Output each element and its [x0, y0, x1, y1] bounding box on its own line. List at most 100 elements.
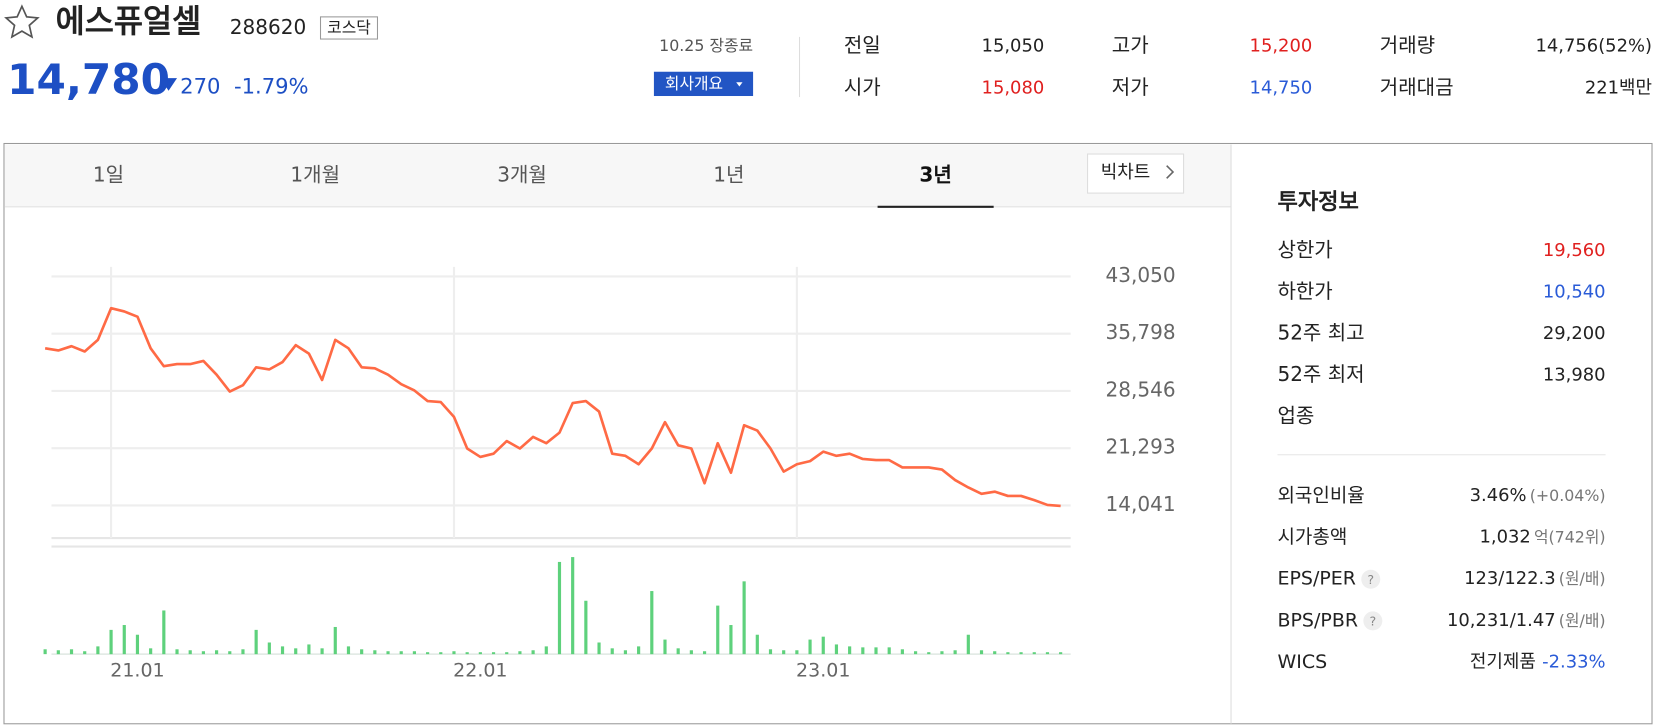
volume-bar: [43, 649, 47, 655]
down-arrow: [160, 78, 178, 91]
invest-value: 1,032 억(742위): [1479, 527, 1605, 548]
volume-bar: [228, 651, 232, 655]
volume-bar: [808, 639, 812, 655]
quote-label: 거래대금: [1380, 75, 1454, 99]
help-mark: ?: [1367, 572, 1374, 587]
quote-label: 고가: [1112, 33, 1149, 57]
volume-bar: [966, 634, 970, 655]
y-tick-label: 21,293: [1105, 435, 1175, 459]
value: 1,032: [1479, 527, 1530, 548]
invest-label: 상한가: [1277, 238, 1332, 262]
quote-label: 거래량: [1380, 33, 1435, 57]
value: 전기제품: [1470, 652, 1536, 673]
volume-bar: [439, 652, 443, 655]
volume-bar: [874, 647, 878, 655]
company-button-bg[interactable]: [653, 71, 754, 97]
quote-value: 15,050: [982, 35, 1045, 56]
tab[interactable]: 1년: [713, 163, 744, 187]
x-tick-label: 22.01: [453, 660, 507, 682]
tab[interactable]: 1일: [93, 163, 124, 187]
volume-bar: [373, 650, 377, 655]
volume-bar: [623, 650, 628, 655]
volume-bar: [597, 642, 601, 655]
volume-bar: [175, 649, 179, 655]
quote-value: 15,080: [982, 78, 1045, 99]
big-chart[interactable]: 빅차트: [1101, 162, 1150, 183]
value: 123/122.3: [1464, 568, 1556, 589]
chevron: [1166, 165, 1175, 179]
volume-bar: [571, 557, 575, 655]
stock-code: 288620: [230, 15, 306, 39]
volume-bar: [1032, 652, 1036, 655]
volume-bar: [861, 647, 865, 655]
volume-bar: [676, 648, 680, 655]
price: 14,780: [7, 55, 170, 104]
favorite-star[interactable]: [4, 4, 40, 39]
invest-label: 52주 최고: [1277, 321, 1364, 345]
invest-label: 시가총액: [1277, 526, 1347, 548]
volume-bar: [96, 646, 100, 655]
value: 3.46%: [1470, 485, 1527, 506]
invest-value: 전기제품 -2.33%: [1470, 652, 1606, 673]
volume-bar: [505, 652, 509, 655]
unit: (원/배): [1559, 610, 1606, 629]
help-mark: ?: [1369, 613, 1376, 628]
volume-bar: [1045, 652, 1050, 655]
help-icon[interactable]: [1361, 569, 1381, 589]
volume-bar: [637, 646, 641, 655]
value: 10,231/1.47: [1447, 610, 1556, 631]
market-badge: [319, 16, 379, 40]
volume-bar: [69, 649, 74, 655]
tab[interactable]: 3년: [919, 163, 951, 187]
volume-bar: [993, 651, 997, 655]
volume-bar: [518, 651, 522, 655]
invest-value: 13,980: [1543, 365, 1606, 386]
volume-bar: [56, 650, 60, 655]
volume-bar: [1006, 652, 1010, 655]
volume-bar: [927, 652, 931, 655]
volume-bar: [755, 634, 759, 655]
volume-bar: [768, 649, 773, 655]
x-tick-label: 21.01: [110, 660, 164, 682]
volume-bar: [188, 650, 192, 655]
volume-bar: [782, 650, 786, 655]
invest-label: 외국인비율: [1277, 484, 1364, 506]
volume-bar: [650, 591, 654, 655]
volume-bar: [557, 561, 562, 655]
volume-bar: [135, 634, 140, 655]
volume-bar: [900, 649, 904, 655]
volume-bar: [426, 652, 430, 655]
tab-bar: [5, 144, 1232, 207]
volume-bar: [386, 651, 390, 655]
invest-value: 29,200: [1543, 323, 1606, 344]
tab[interactable]: 3개월: [497, 163, 547, 187]
volume-bar: [610, 648, 614, 655]
invest-label: BPS/PBR: [1277, 609, 1358, 631]
volume-bar: [913, 651, 918, 655]
company-button[interactable]: 회사개요: [665, 74, 723, 93]
volume-bar: [742, 581, 746, 655]
volume-bar: [162, 610, 166, 655]
help-icon[interactable]: [1363, 611, 1383, 631]
volume-bar: [478, 652, 482, 655]
market: 코스닥: [327, 18, 371, 37]
tab[interactable]: 1개월: [290, 163, 340, 187]
quote-value: 14,750: [1250, 78, 1313, 99]
volume-bar: [953, 650, 957, 655]
volume-bar: [149, 648, 153, 655]
volume-bar: [834, 644, 839, 655]
quote-value: 15,200: [1250, 35, 1313, 56]
volume-bar: [795, 650, 799, 655]
invest-label: EPS/PER: [1277, 568, 1356, 590]
invest-label: 52주 최저: [1277, 362, 1364, 386]
volume-bar: [307, 644, 311, 655]
change: 270: [180, 74, 220, 99]
volume-bar: [333, 626, 337, 655]
volume-bar: [254, 629, 258, 655]
big-chart-button[interactable]: [1087, 153, 1185, 194]
volume-bar: [201, 651, 205, 655]
invest-title: 투자정보: [1277, 189, 1358, 215]
x-tick-label: 23.01: [796, 660, 850, 682]
y-tick-label: 28,546: [1105, 377, 1175, 401]
